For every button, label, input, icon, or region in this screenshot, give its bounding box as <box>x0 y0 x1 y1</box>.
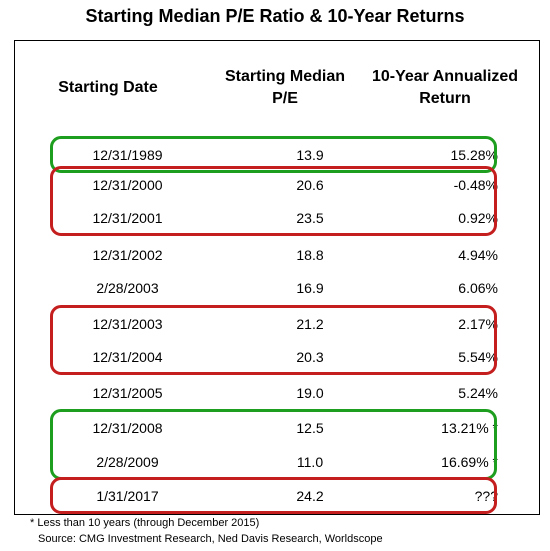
table-cell-pe: 16.9 <box>296 280 324 296</box>
table-cell-ret: 15.28% <box>450 147 498 163</box>
table-cell-ret: 0.92% <box>458 210 498 226</box>
footnote-source: Source: CMG Investment Research, Ned Dav… <box>38 533 383 545</box>
table-cell-date: 12/31/2008 <box>92 420 163 436</box>
table-cell-ret: -0.48% <box>453 177 498 193</box>
table-cell-date: 1/31/2017 <box>96 488 159 504</box>
table-cell-date: 12/31/2001 <box>92 210 163 226</box>
footnote-asterisk: * Less than 10 years (through December 2… <box>30 517 260 529</box>
table-cell-ret: 13.21% * <box>441 420 498 436</box>
table-cell-pe: 24.2 <box>296 488 324 504</box>
green-highlight-box <box>50 409 497 480</box>
column-header-pe: Starting Median P/E <box>224 68 345 107</box>
table-cell-pe: 19.0 <box>296 385 324 401</box>
table-cell-date: 12/31/2000 <box>92 177 163 193</box>
table-cell-pe: 20.3 <box>296 349 324 365</box>
table-panel: Starting Date Starting Median P/E 10-Yea… <box>14 40 540 515</box>
table-cell-pe: 20.6 <box>296 177 324 193</box>
table-cell-pe: 23.5 <box>296 210 324 226</box>
table-cell-pe: 13.9 <box>296 147 324 163</box>
column-header-return: 10-Year Annualized Return <box>371 68 519 107</box>
table-cell-pe: 21.2 <box>296 316 324 332</box>
table-cell-date: 12/31/2005 <box>92 385 163 401</box>
table-cell-date: 2/28/2003 <box>96 280 159 296</box>
table-cell-ret: 16.69% * <box>441 454 498 470</box>
table-cell-ret: 5.24% <box>458 385 498 401</box>
table-cell-ret: 2.17% <box>458 316 498 332</box>
green-highlight-box <box>50 136 497 173</box>
table-cell-ret: ??? <box>474 488 498 504</box>
table-cell-date: 12/31/2002 <box>92 247 163 263</box>
table-cell-pe: 18.8 <box>296 247 324 263</box>
table-cell-ret: 6.06% <box>458 280 498 296</box>
table-cell-date: 12/31/1989 <box>92 147 163 163</box>
table-cell-date: 12/31/2003 <box>92 316 163 332</box>
table-cell-date: 12/31/2004 <box>92 349 163 365</box>
red-highlight-box <box>50 305 497 375</box>
table-cell-ret: 5.54% <box>458 349 498 365</box>
red-highlight-box <box>50 166 497 236</box>
table-cell-ret: 4.94% <box>458 247 498 263</box>
chart-title: Starting Median P/E Ratio & 10-Year Retu… <box>85 6 465 26</box>
table-cell-pe: 12.5 <box>296 420 324 436</box>
red-highlight-box <box>50 477 497 514</box>
column-header-date: Starting Date <box>58 79 158 96</box>
table-cell-date: 2/28/2009 <box>96 454 159 470</box>
table-cell-pe: 11.0 <box>296 454 324 470</box>
